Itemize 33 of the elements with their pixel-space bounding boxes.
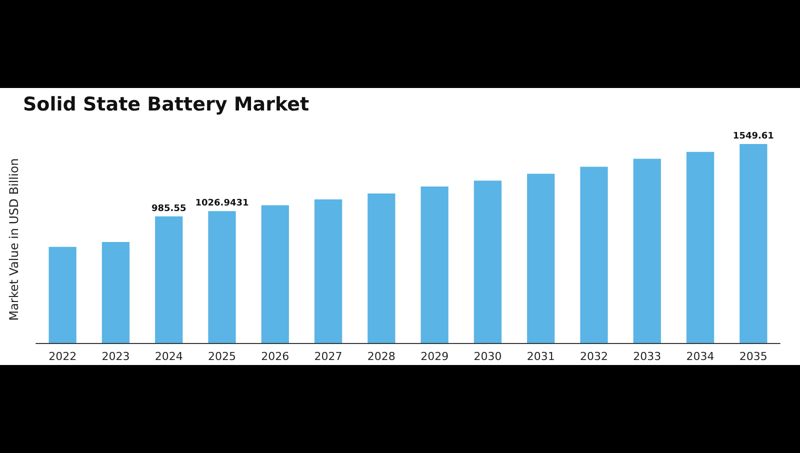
x-tick-label: 2025 (208, 350, 236, 363)
bar (368, 193, 396, 343)
bar (420, 186, 448, 343)
bar (580, 166, 608, 343)
bar (740, 144, 768, 343)
bar (155, 216, 183, 343)
x-tick-label: 2027 (314, 350, 342, 363)
bar (633, 158, 661, 343)
x-tick-label: 2032 (580, 350, 608, 363)
x-tick-label: 2023 (102, 350, 130, 363)
bar (208, 211, 236, 343)
x-tick-label: 2031 (526, 350, 555, 363)
x-tick-label: 2028 (367, 350, 396, 363)
x-tick-label: 2033 (633, 350, 662, 363)
x-tick-label: 2024 (154, 350, 183, 363)
data-label: 1026.9431 (195, 198, 249, 209)
y-axis-title: Market Value in USD Billion (7, 158, 21, 321)
data-label: 1549.61 (732, 131, 774, 142)
bar (474, 180, 502, 343)
x-tick-label: 2029 (420, 350, 449, 363)
chart-title: Solid State Battery Market (23, 94, 310, 116)
bar (48, 246, 76, 343)
x-tick-label: 2026 (261, 350, 290, 363)
data-label: 985.55 (151, 204, 186, 214)
x-tick-label: 2030 (474, 350, 502, 363)
bar (261, 205, 289, 343)
bar (686, 152, 714, 343)
bar (102, 242, 130, 343)
bar (527, 174, 555, 343)
x-tick-label: 2035 (739, 350, 768, 363)
x-tick-label: 2022 (48, 350, 77, 363)
x-tick-label: 2034 (686, 350, 714, 363)
bar (314, 199, 342, 343)
